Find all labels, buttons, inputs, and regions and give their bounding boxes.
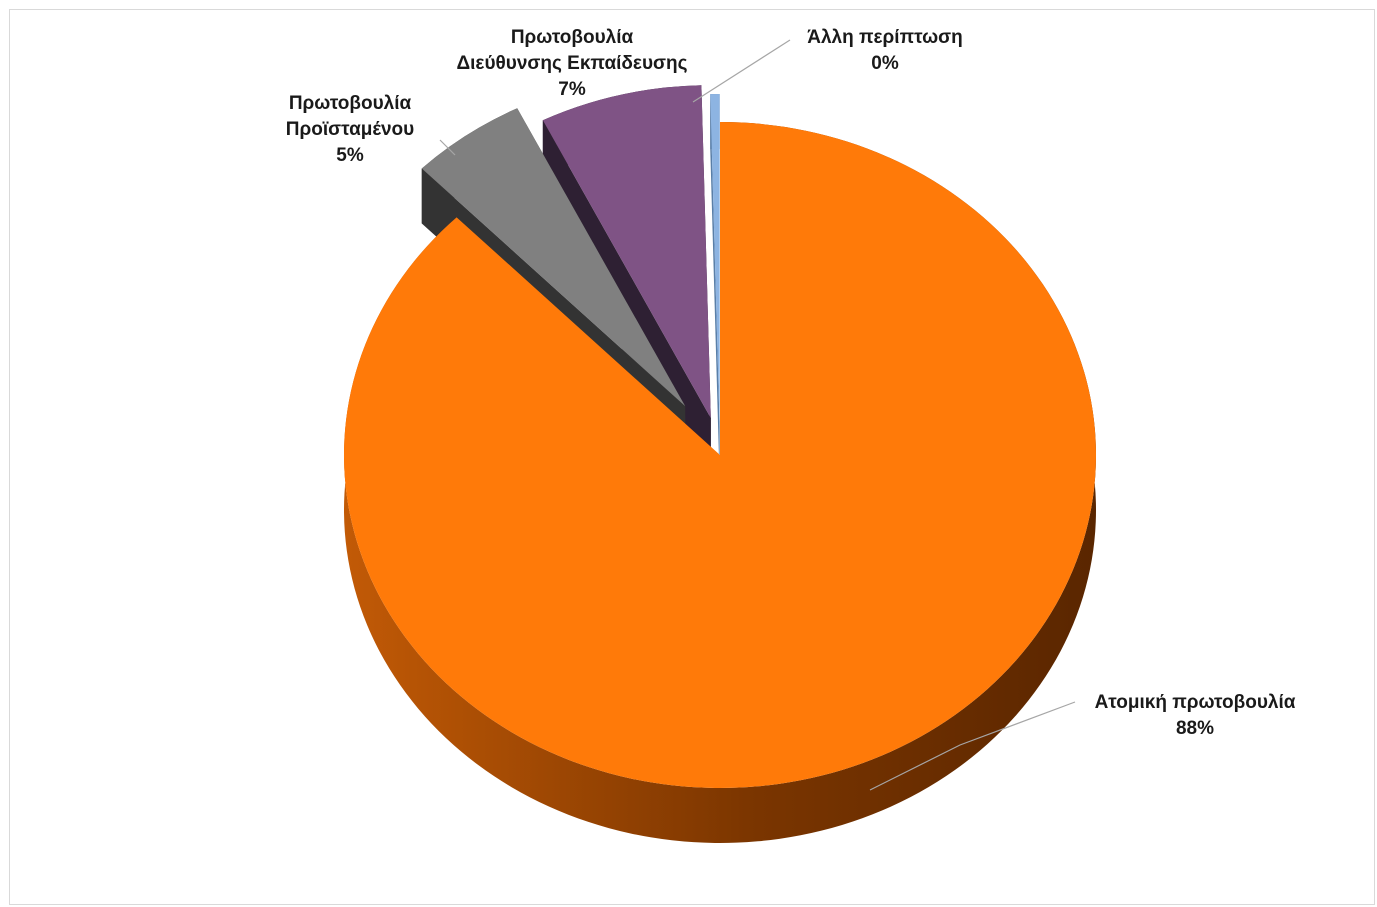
- slice-other: [710, 94, 720, 483]
- leader-line-other: [692, 39, 791, 103]
- percent-label: 7%: [558, 79, 586, 100]
- percent-label: 88%: [1175, 718, 1215, 739]
- percent-label: 5%: [336, 145, 364, 166]
- slice-label-individual: Ατομική πρωτοβουλία 88%: [1070, 690, 1320, 742]
- label-line: Ατομική πρωτοβουλία: [1094, 692, 1296, 713]
- leader-line-supervisor: [439, 139, 456, 156]
- slice-label-directorate: Πρωτοβουλία Διεύθυνσης Εκπαίδευσης 7%: [432, 25, 712, 103]
- slice-label-supervisor: Πρωτοβουλία Προϊσταμένου 5%: [255, 91, 445, 169]
- label-line: Διεύθυνσης Εκπαίδευσης: [456, 53, 688, 74]
- slice-label-other: Άλλη περίπτωση 0%: [770, 25, 1000, 77]
- percent-label: 0%: [871, 53, 899, 74]
- slice-individual: [344, 122, 1097, 844]
- label-line: Πρωτοβουλία: [510, 27, 634, 48]
- leader-line-individual: [869, 701, 1076, 791]
- label-line: Άλλη περίπτωση: [807, 27, 963, 48]
- label-line: Πρωτοβουλία: [288, 93, 412, 114]
- label-line: Προϊσταμένου: [285, 119, 415, 140]
